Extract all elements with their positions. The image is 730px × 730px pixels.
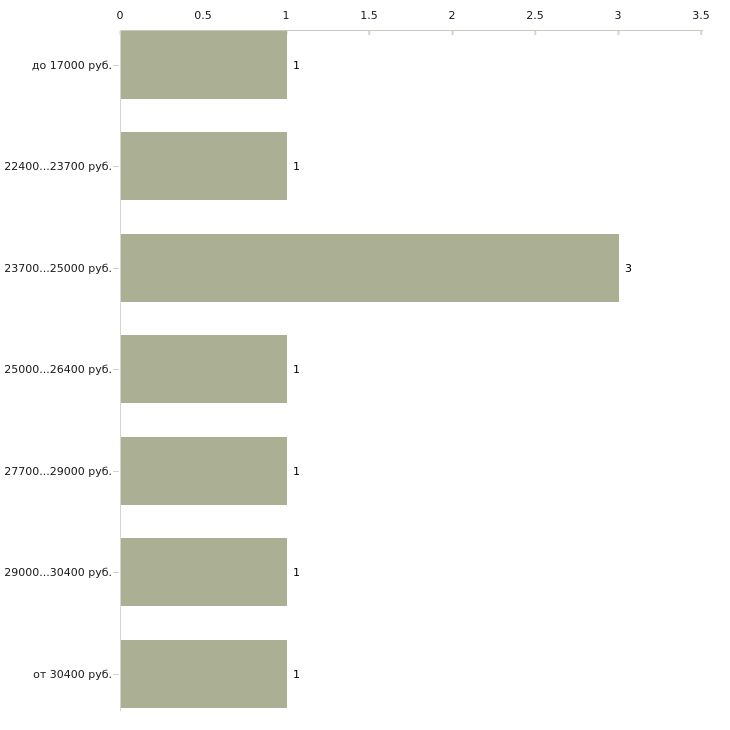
bar-value-label: 1 [293,565,300,579]
x-tick-label: 1.5 [360,9,378,22]
category-label: от 30400 руб. [33,667,112,681]
x-tick-label: 3.5 [692,9,710,22]
bar-row: 27700...29000 руб. 1 [0,437,730,505]
x-axis-tick: 0 [116,0,124,35]
x-tick-label: 2 [448,9,456,22]
x-axis-line [120,30,703,31]
x-tick-label: 2.5 [526,9,544,22]
y-axis-line [120,30,121,711]
category-tick-mark [113,470,119,472]
bar [121,640,287,708]
x-tick-mark [617,31,619,35]
bar-value-label: 1 [293,58,300,72]
bar [121,132,287,200]
x-axis-tick: 3.5 [692,0,710,35]
bar-value-label: 1 [293,667,300,681]
bar-value-label: 1 [293,362,300,376]
bar-value-label: 1 [293,159,300,173]
category-tick-mark [113,64,119,66]
x-axis-tick: 2.5 [526,0,544,35]
bar [121,538,287,606]
category-label: 27700...29000 руб. [4,464,112,478]
bar-row: от 30400 руб. 1 [0,640,730,708]
x-axis-tick: 3 [614,0,622,35]
category-tick-mark [113,673,119,675]
category-label: до 17000 руб. [31,58,112,72]
x-axis-tick: 1.5 [360,0,378,35]
bar-value-label: 3 [625,261,632,275]
category-tick-mark [113,267,119,269]
bar-row: 22400...23700 руб. 1 [0,132,730,200]
bar [121,335,287,403]
category-tick-mark [113,368,119,370]
category-tick-mark [113,571,119,573]
category-label: 29000...30400 руб. [4,565,112,579]
x-tick-label: 0.5 [194,9,212,22]
category-tick-mark [113,165,119,167]
x-tick-mark [368,31,370,35]
category-label: 25000...26400 руб. [4,362,112,376]
x-axis-tick: 0.5 [194,0,212,35]
bar-value-label: 1 [293,464,300,478]
x-tick-mark [451,31,453,35]
x-axis-tick: 1 [282,0,290,35]
bar [121,234,619,302]
bar [121,437,287,505]
x-tick-mark [700,31,702,35]
bar [121,31,287,99]
category-label: 23700...25000 руб. [4,261,112,275]
x-tick-label: 0 [116,9,124,22]
x-tick-label: 1 [282,9,290,22]
bar-row: 29000...30400 руб. 1 [0,538,730,606]
bar-row: 23700...25000 руб. 3 [0,234,730,302]
category-label: 22400...23700 руб. [4,159,112,173]
x-axis: 0 0.5 1 1.5 2 2.5 3 3.5 [116,0,710,40]
x-tick-label: 3 [614,9,622,22]
bar-row: 25000...26400 руб. 1 [0,335,730,403]
x-tick-mark [534,31,536,35]
bar-row: до 17000 руб. 1 [0,31,730,99]
x-axis-tick: 2 [448,0,456,35]
